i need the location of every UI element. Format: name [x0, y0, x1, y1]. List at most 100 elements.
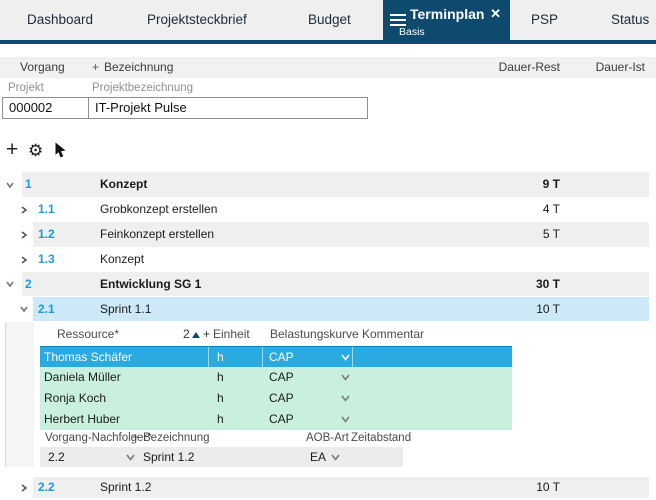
- chevron-down-icon[interactable]: [19, 304, 29, 314]
- add-column-icon[interactable]: +: [92, 60, 100, 74]
- col-bezeichnung: Bezeichnung: [104, 60, 174, 74]
- tab-projektsteckbrief[interactable]: Projektsteckbrief: [147, 12, 247, 27]
- plus-icon[interactable]: +: [6, 138, 19, 161]
- detail-indent-band: [5, 322, 34, 467]
- task-duration: 4 T: [542, 202, 560, 216]
- close-tab-icon[interactable]: ✕: [490, 6, 501, 21]
- tab-budget[interactable]: Budget: [308, 12, 351, 27]
- active-tab-title: Terminplan: [410, 6, 485, 22]
- add-resource-icon[interactable]: +: [203, 327, 211, 341]
- col-belastungskurve: Belastungskurve: [270, 327, 359, 341]
- chevron-right-icon[interactable]: [19, 230, 29, 240]
- dropdown-chevron-icon[interactable]: [340, 394, 351, 403]
- add-successor-icon[interactable]: +: [132, 432, 139, 444]
- hamburger-menu-icon[interactable]: [390, 14, 406, 26]
- successor-row[interactable]: 2.2 Sprint 1.2 EA: [40, 447, 403, 467]
- task-name: Feinkonzept erstellen: [100, 227, 215, 241]
- resource-row[interactable]: Ronja Koch h CAP: [40, 388, 512, 409]
- task-row-1-2[interactable]: 1.2 Feinkonzept erstellen 5 T: [0, 222, 656, 247]
- resource-curve[interactable]: CAP: [269, 391, 294, 405]
- col-kommentar: Kommentar: [362, 327, 425, 341]
- task-row-2-2[interactable]: 2.2 Sprint 1.2 10 T: [0, 477, 656, 498]
- task-code: 2.1: [38, 302, 55, 316]
- project-field-labels: Projekt Projektbezeichnung: [0, 82, 656, 96]
- task-code: 1.3: [38, 252, 55, 266]
- resource-name: Herbert Huber: [44, 412, 121, 426]
- tab-dashboard[interactable]: Dashboard: [27, 12, 94, 27]
- task-row-1-3[interactable]: 1.3 Konzept: [0, 247, 656, 272]
- col-einheit: Einheit: [213, 327, 250, 341]
- col-aob-art: AOB-Art: [306, 432, 349, 444]
- resource-row[interactable]: Herbert Huber h CAP: [40, 409, 512, 430]
- task-code: 1.2: [38, 227, 55, 241]
- dropdown-chevron-icon[interactable]: [125, 453, 136, 462]
- col-ressource: Ressource*: [57, 327, 120, 341]
- active-tab-sublabel: Basis: [399, 26, 425, 38]
- project-input-group: 000002 IT-Projekt Pulse: [2, 97, 368, 119]
- successor-table: Vorgang-Nachfolger* + Bezeichnung AOB-Ar…: [40, 430, 512, 467]
- dropdown-chevron-icon[interactable]: [330, 453, 341, 462]
- resource-curve[interactable]: CAP: [269, 370, 294, 384]
- col-vorgang-nachfolger: Vorgang-Nachfolger*: [45, 432, 152, 444]
- task-duration: 10 T: [536, 302, 560, 316]
- task-name: Grobkonzept erstellen: [100, 202, 218, 216]
- col-dauer-rest: Dauer-Rest: [498, 60, 560, 74]
- resource-table-header: Ressource* 2 + Einheit Belastungskurve K…: [40, 322, 512, 346]
- dropdown-chevron-icon[interactable]: [340, 353, 351, 362]
- resource-unit: h: [217, 370, 224, 384]
- resource-row[interactable]: Daniela Müller h CAP: [40, 367, 512, 388]
- resource-name: Thomas Schäfer: [44, 350, 133, 364]
- project-name-field[interactable]: IT-Projekt Pulse: [95, 100, 187, 115]
- tab-bar: Dashboard Projektsteckbrief Budget PSP S…: [0, 0, 656, 40]
- resource-unit: h: [217, 350, 224, 364]
- dropdown-chevron-icon[interactable]: [340, 373, 351, 382]
- task-row-1[interactable]: 1 Konzept 9 T: [0, 172, 656, 197]
- task-code: 1.1: [38, 202, 55, 216]
- task-name: Sprint 1.1: [100, 302, 152, 316]
- resource-curve[interactable]: CAP: [269, 412, 294, 426]
- task-duration: 30 T: [535, 277, 560, 291]
- task-row-2-1-selected[interactable]: 2.1 Sprint 1.1 10 T: [0, 297, 656, 321]
- tab-terminplan-active[interactable]: Terminplan ✕ Basis: [383, 0, 510, 44]
- grid-column-header: Vorgang + Bezeichnung Dauer-Rest Dauer-I…: [0, 57, 656, 78]
- task-name: Sprint 1.2: [100, 480, 152, 494]
- task-duration: 10 T: [536, 480, 560, 494]
- chevron-right-icon[interactable]: [19, 483, 29, 493]
- task-name: Konzept: [100, 177, 148, 191]
- resource-name: Ronja Koch: [44, 391, 107, 405]
- col-vorgang: Vorgang: [20, 60, 65, 74]
- successor-table-header: Vorgang-Nachfolger* + Bezeichnung AOB-Ar…: [40, 430, 512, 447]
- resource-unit: h: [217, 412, 224, 426]
- task-code: 2: [25, 277, 32, 291]
- successor-name: Sprint 1.2: [143, 450, 195, 464]
- chevron-down-icon[interactable]: [5, 180, 15, 190]
- tab-psp[interactable]: PSP: [531, 12, 559, 27]
- task-row-2[interactable]: 2 Entwicklung SG 1 30 T: [0, 272, 656, 296]
- tab-status[interactable]: Status: [611, 12, 650, 27]
- resource-curve[interactable]: CAP: [269, 350, 294, 364]
- project-id-field[interactable]: 000002: [3, 98, 89, 118]
- toolbar: + ⚙: [0, 136, 200, 166]
- cursor-pick-icon[interactable]: [54, 142, 67, 159]
- col-bezeichnung: Bezeichnung: [143, 432, 210, 444]
- dropdown-chevron-icon[interactable]: [340, 415, 351, 424]
- gear-icon[interactable]: ⚙: [28, 141, 44, 160]
- chevron-right-icon[interactable]: [19, 255, 29, 265]
- projekt-label: Projekt: [8, 82, 44, 94]
- task-row-1-1[interactable]: 1.1 Grobkonzept erstellen 4 T: [0, 197, 656, 222]
- successor-aob[interactable]: EA: [310, 450, 327, 464]
- chevron-down-icon[interactable]: [5, 279, 15, 289]
- task-duration: 9 T: [542, 177, 560, 191]
- sort-asc-icon[interactable]: [192, 332, 200, 338]
- col-dauer-ist: Dauer-Ist: [595, 60, 645, 74]
- successor-code[interactable]: 2.2: [48, 450, 65, 464]
- resource-row-selected[interactable]: Thomas Schäfer h CAP: [40, 346, 512, 367]
- projektbezeichnung-label: Projektbezeichnung: [92, 82, 194, 94]
- task-code: 2.2: [38, 480, 55, 494]
- sort-order-badge[interactable]: 2: [183, 327, 190, 341]
- resource-unit: h: [217, 391, 224, 405]
- col-zeitabstand: Zeitabstand: [351, 432, 412, 444]
- chevron-right-icon[interactable]: [19, 205, 29, 215]
- resource-name: Daniela Müller: [44, 370, 121, 384]
